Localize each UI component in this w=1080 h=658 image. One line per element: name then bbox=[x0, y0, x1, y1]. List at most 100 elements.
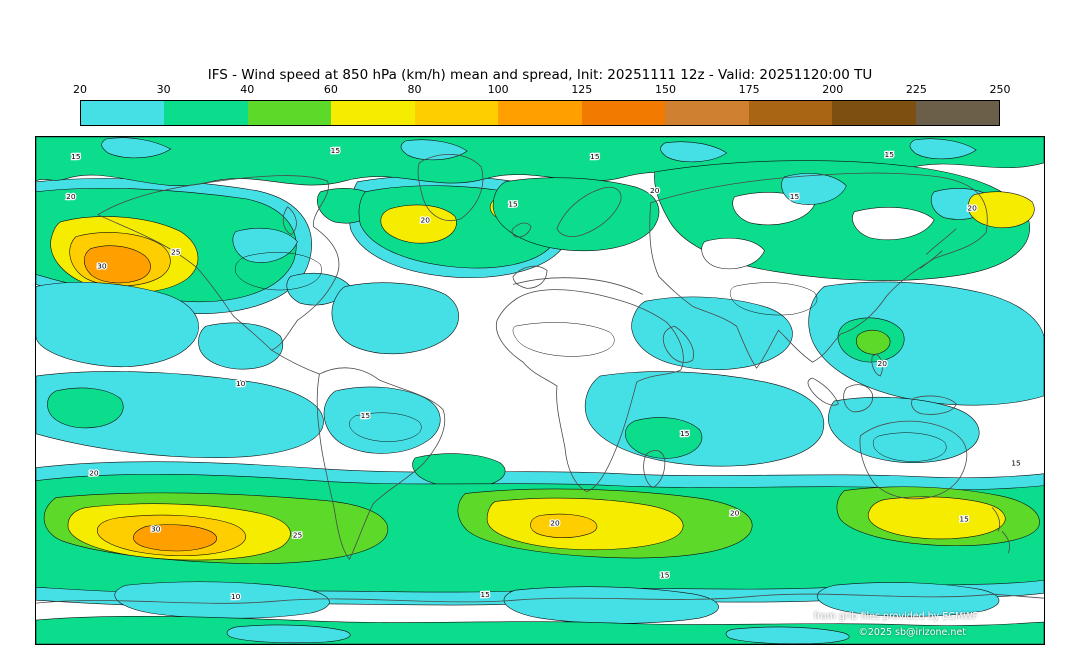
coastline-21 bbox=[1001, 531, 1011, 554]
coastline-8 bbox=[556, 186, 622, 237]
contour-label: 20 bbox=[730, 509, 740, 518]
contour-label: 15 bbox=[790, 192, 800, 201]
wind-region-green bbox=[492, 177, 660, 252]
colorbar-tick-labels: 20 30 40 60 80 100 125 150 175 200 225 250 bbox=[73, 83, 1011, 97]
coastline-14 bbox=[807, 377, 839, 406]
contour-label: 15 bbox=[1011, 459, 1021, 468]
wind-region-cyan bbox=[503, 586, 719, 624]
wind-region-cyan bbox=[286, 272, 351, 306]
wind-region-cyan bbox=[331, 282, 459, 355]
contour-line-2 bbox=[729, 282, 818, 316]
contour-label: 15 bbox=[680, 429, 690, 438]
colorbar-tick-125: 125 bbox=[571, 83, 593, 96]
colorbar-segment-2 bbox=[247, 101, 332, 125]
contour-label: 30 bbox=[151, 524, 161, 533]
wind-region-cyan bbox=[36, 281, 199, 367]
wind-region-yellow bbox=[968, 191, 1035, 228]
colorbar-tick-225: 225 bbox=[905, 83, 927, 96]
wind-region-green bbox=[47, 387, 124, 429]
colorbar-tick-100: 100 bbox=[487, 83, 509, 96]
wind-region-cyan bbox=[198, 322, 283, 370]
coastline-2 bbox=[417, 153, 484, 222]
contour-label: 15 bbox=[590, 152, 600, 161]
contour-label: 15 bbox=[361, 411, 371, 420]
colorbar bbox=[80, 100, 1000, 126]
attribution-provider: from grib files provided by ECMWF bbox=[813, 611, 978, 622]
colorbar-tick-60: 60 bbox=[323, 83, 338, 96]
contour-line-0 bbox=[234, 252, 322, 291]
contour-label: 15 bbox=[480, 590, 490, 599]
contour-label: 30 bbox=[97, 261, 107, 270]
colorbar-segment-1 bbox=[164, 101, 248, 125]
wind-region-orange bbox=[133, 524, 217, 552]
contour-label: 15 bbox=[959, 514, 969, 523]
wind-region-cyan bbox=[808, 281, 1044, 406]
colorbar-tick-250: 250 bbox=[989, 83, 1011, 96]
wind-region-cyan bbox=[909, 138, 977, 160]
wind-region-cyan bbox=[400, 139, 468, 161]
colorbar-segment-7 bbox=[665, 101, 749, 125]
chart-title: IFS - Wind speed at 850 hPa (km/h) mean … bbox=[207, 67, 873, 83]
contour-label: 20 bbox=[550, 518, 560, 527]
wind-region-yellow bbox=[868, 496, 1006, 540]
coastline-18 bbox=[920, 250, 943, 269]
colorbar-segment-5 bbox=[498, 101, 582, 125]
coastline-13 bbox=[843, 384, 874, 413]
colorbar-tick-175: 175 bbox=[738, 83, 760, 96]
coastline-16 bbox=[871, 353, 883, 377]
attribution-copyright: ©2025 sb@irizone.net bbox=[858, 627, 966, 638]
colorbar-segment-8 bbox=[748, 101, 833, 125]
contour-label: 15 bbox=[508, 200, 518, 209]
coastline-19 bbox=[859, 420, 968, 500]
contour-label: 15 bbox=[71, 152, 81, 161]
coastline-12 bbox=[662, 325, 694, 363]
contour-label: 10 bbox=[236, 379, 246, 388]
coastline-10 bbox=[511, 222, 532, 238]
colorbar-tick-20: 20 bbox=[73, 83, 87, 96]
wind-region-cyan bbox=[323, 386, 441, 454]
colorbar-segment-3 bbox=[331, 101, 415, 125]
colorbar-tick-30: 30 bbox=[156, 83, 171, 96]
contour-line-1 bbox=[512, 322, 615, 357]
wind-region-lgreen bbox=[856, 329, 891, 355]
coastline-7 bbox=[512, 265, 548, 289]
contour-line-4 bbox=[349, 412, 422, 442]
contour-label: 20 bbox=[420, 216, 430, 225]
contour-label: 15 bbox=[885, 150, 895, 159]
coastline-11 bbox=[649, 172, 988, 369]
contour-label: 20 bbox=[650, 186, 660, 195]
contour-label: 10 bbox=[231, 592, 241, 601]
coastline-3 bbox=[316, 367, 446, 561]
coastline-4 bbox=[271, 349, 320, 375]
colorbar-tick-40: 40 bbox=[240, 83, 255, 96]
wind-region-cyan bbox=[226, 624, 351, 644]
contour-label: 20 bbox=[66, 192, 76, 201]
contour-label: 25 bbox=[171, 248, 181, 257]
colorbar-segment-10 bbox=[915, 101, 999, 125]
colorbar-tick-200: 200 bbox=[822, 83, 844, 96]
coastline-6 bbox=[643, 449, 666, 489]
wind-region-green bbox=[625, 417, 703, 459]
contour-label: 15 bbox=[331, 146, 341, 155]
coastline-1 bbox=[282, 206, 297, 236]
contour-line-3 bbox=[872, 432, 947, 462]
wind-region-white bbox=[701, 237, 765, 270]
coastline-0 bbox=[97, 175, 340, 351]
wind-region-cyan bbox=[114, 581, 330, 619]
wind-region-cyan bbox=[725, 626, 850, 644]
wind-region-cyan bbox=[816, 582, 1000, 617]
contour-label: 20 bbox=[967, 204, 977, 213]
colorbar-tick-80: 80 bbox=[407, 83, 422, 96]
map-area: 15 15 15 15 20 30 25 20 15 20 15 20 10 15 15 20 30 25 20 20… bbox=[35, 136, 1045, 645]
wind-speed-map: 15 15 15 15 20 30 25 20 15 20 15 20 10 15 15 20 30 25 20 20… bbox=[36, 137, 1044, 644]
wind-region-cyan bbox=[232, 227, 298, 263]
wind-region-orange bbox=[83, 245, 151, 284]
coastline-9 bbox=[512, 277, 643, 295]
coastline-5 bbox=[495, 289, 684, 493]
wind-region-cyan bbox=[584, 371, 825, 467]
wind-region-yorange bbox=[530, 513, 598, 538]
coastline-20 bbox=[991, 507, 1001, 532]
colorbar-tick-150: 150 bbox=[654, 83, 676, 96]
colorbar-segment-9 bbox=[832, 101, 916, 125]
